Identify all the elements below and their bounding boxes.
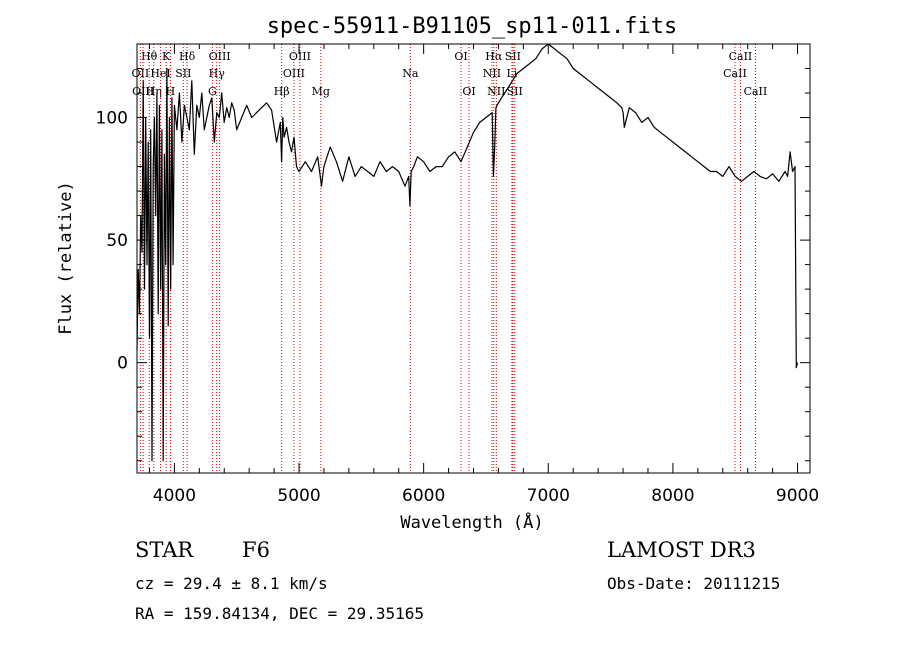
hvline-caii-b-label: CaII [729, 50, 753, 63]
x-tick-label: 9000 [776, 486, 819, 506]
axis-ticks-layer: 4000 5000 6000 7000 8000 9000 0 50 100 [96, 43, 819, 506]
y-axis-label: Flux (relative) [56, 181, 76, 335]
hvline-caii-a-label: CaII [723, 67, 747, 80]
hvline-k-label: K [162, 50, 171, 63]
spectral-lines-layer: HθOIIOIIIHηHeIKHSIIHδGHγOIIIHβOIIIOIIIMg… [132, 44, 768, 473]
redshift-velocity: cz = 29.4 ± 8.1 km/s [135, 574, 328, 593]
hvline-sii-b-label: SII [505, 50, 521, 63]
hvline-oiii-b-label: OIII [209, 50, 231, 63]
hvline-oi-a-label: OI [454, 50, 467, 63]
plot-frame [136, 43, 811, 474]
hvline-hdelta-label: Hδ [179, 50, 196, 63]
x-tick-label: 7000 [527, 486, 570, 506]
survey-name: LAMOST DR3 [607, 538, 756, 562]
hvline-oi-b-label: OI [462, 85, 475, 98]
hvline-g-label: G [208, 85, 217, 98]
hvline-caii-c-label: CaII [744, 85, 768, 98]
hvline-hei-label: HeI [150, 67, 170, 80]
hvline-sii-c-label: SII [507, 85, 523, 98]
hvline-sii-a-label: SII [175, 67, 191, 80]
x-tick-label: 6000 [402, 486, 445, 506]
hvline-nii-a-label: NII [483, 67, 501, 80]
x-tick-label: 5000 [277, 486, 320, 506]
x-tick-label: 4000 [153, 486, 196, 506]
series-line-spectrum [136, 43, 799, 462]
hvline-hbeta-label: Hβ [274, 85, 290, 98]
y-tick-label: 100 [96, 109, 128, 129]
x-tick-label: 8000 [651, 486, 694, 506]
hvline-na-label: Na [402, 67, 419, 80]
hvline-oiii-c-label: OIII [283, 67, 305, 80]
hvline-li-label: Li [506, 67, 517, 80]
hvline-oii-a-label: OII [132, 67, 150, 80]
y-tick-label: 0 [117, 354, 128, 374]
y-tick-label: 50 [106, 231, 128, 251]
hvline-nii-b-label: NII [487, 85, 505, 98]
series-layer [136, 43, 799, 462]
hvline-oiii-d-label: OIII [289, 50, 311, 63]
hvline-halpha-label: Hα [485, 50, 503, 63]
chart-title: spec-55911-B91105_sp11-011.fits [267, 14, 678, 39]
hvline-heta-label: Hη [146, 85, 162, 98]
object-class: STAR [135, 538, 194, 562]
hvline-h-label: H [166, 85, 176, 98]
coordinates: RA = 159.84134, DEC = 29.35165 [135, 604, 424, 623]
hvline-hgamma-label: Hγ [209, 67, 226, 80]
subclass: F6 [242, 538, 270, 562]
observation-date: Obs-Date: 20111215 [607, 574, 781, 593]
x-axis-label: Wavelength (Å) [400, 511, 543, 533]
hvline-mg-label: Mg [312, 85, 330, 98]
